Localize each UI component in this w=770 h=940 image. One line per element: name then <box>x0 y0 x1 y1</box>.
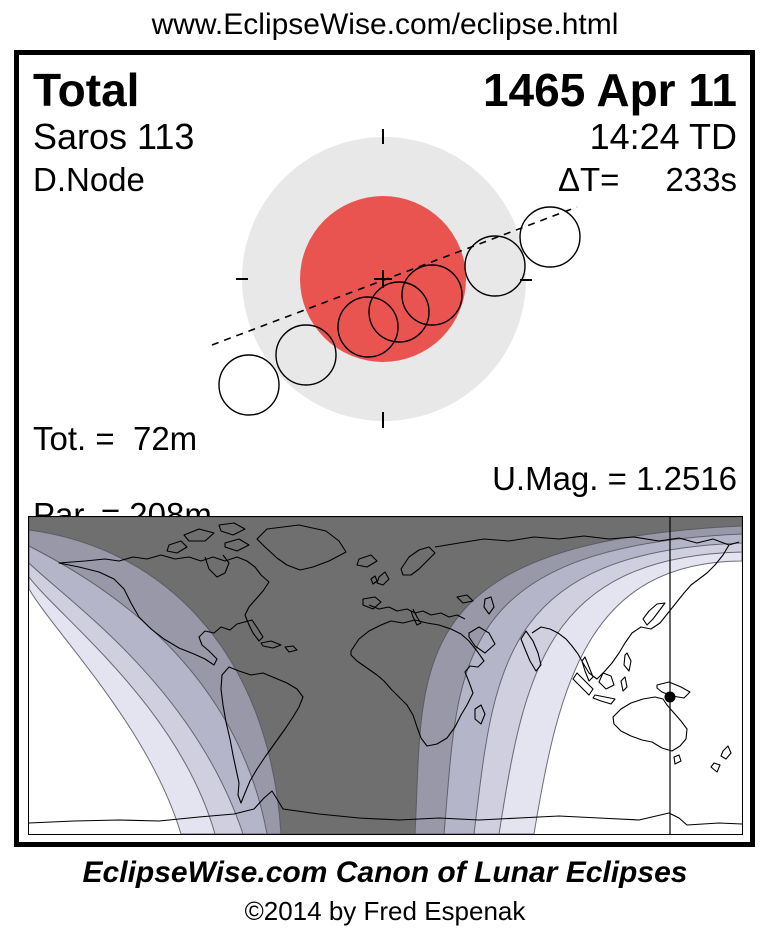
eclipse-type-label: Total <box>33 64 140 116</box>
australia-outline <box>612 696 688 752</box>
mediterranean-coast <box>368 604 466 620</box>
node-label: D.Node <box>33 161 145 198</box>
iberia-outline <box>362 596 382 610</box>
stat-totality: Tot. = 72m <box>33 420 198 457</box>
italy-outline <box>410 608 422 626</box>
delta-t-label: ΔT= <box>557 161 620 198</box>
delta-t-spacer <box>619 163 665 196</box>
caspian-sea-outline <box>483 596 495 615</box>
japan-outline <box>642 602 666 626</box>
continent-outlines <box>29 522 742 826</box>
sumatra-outline <box>572 672 594 696</box>
delta-t-value: 233s <box>665 161 737 198</box>
sulawesi-outline <box>620 676 628 692</box>
hudson-bay-outline <box>204 554 230 578</box>
black-sea-outline <box>456 594 474 604</box>
eclipse-date: 1465 Apr 11 <box>482 64 737 116</box>
south-america-outline <box>220 666 304 804</box>
moon-circle-u1 <box>275 324 337 386</box>
arctic-island <box>224 538 250 552</box>
philippines-outline <box>623 652 632 672</box>
java-outline <box>592 694 616 705</box>
hispaniola-outline <box>284 645 298 653</box>
cuba-outline <box>260 640 282 649</box>
eclipse-panel: Total 1465 Apr 11 Saros 113 14:24 TD D.N… <box>14 50 755 847</box>
canon-title: EclipseWise.com Canon of Lunar Eclipses <box>82 856 688 889</box>
borneo-outline <box>598 672 615 690</box>
stat-umbral-magnitude: U.Mag. = 1.2516 <box>492 460 737 497</box>
moon-circle-u4 <box>464 235 526 297</box>
visibility-zone-dark <box>29 517 742 834</box>
greenland-outline <box>256 524 347 571</box>
new-zealand-south <box>710 762 721 773</box>
new-guinea-outline <box>656 681 691 699</box>
arctic-island <box>183 528 215 542</box>
moon-circle-u3 <box>401 264 463 326</box>
iceland-outline <box>356 554 378 568</box>
tasmania-outline <box>673 754 682 765</box>
shadow-center-cross <box>374 270 392 288</box>
moon-position-circles <box>218 206 581 416</box>
world-map <box>29 517 742 834</box>
antarctica-coast <box>29 790 742 826</box>
visibility-bands <box>29 517 742 834</box>
north-america-outline <box>58 554 270 666</box>
zenith-point-dot <box>664 691 676 703</box>
moon-circle-greatest <box>368 281 430 343</box>
moon-circle-p4 <box>519 206 581 268</box>
arabia-outline <box>468 626 496 654</box>
moon-circle-u2 <box>337 296 399 358</box>
scandinavia-outline <box>400 546 436 576</box>
eclipse-diagram <box>211 129 581 428</box>
page-url-text: www.EclipseWise.com/eclipse.html <box>151 8 619 41</box>
saros-label: Saros 113 <box>33 116 195 157</box>
copyright-text: ©2014 by Fred Espenak <box>244 896 526 926</box>
africa-outline <box>350 619 485 747</box>
ecliptic-dashed-line <box>211 206 578 346</box>
moon-circle-p1 <box>218 354 280 416</box>
arctic-island <box>218 522 246 536</box>
asia-arctic-coast <box>434 535 740 548</box>
eclipse-time: 14:24 TD <box>589 116 737 157</box>
britain-outline <box>376 571 390 586</box>
asia-east-coast <box>531 544 730 680</box>
visibility-map-frame <box>28 516 743 835</box>
india-outline <box>520 630 542 672</box>
madagascar-outline <box>474 704 486 725</box>
arctic-island <box>166 540 188 554</box>
delta-t-row: ΔT= 233s <box>558 163 737 196</box>
malay-peninsula <box>581 656 594 682</box>
new-zealand-north <box>720 745 732 760</box>
ireland-outline <box>370 575 378 585</box>
